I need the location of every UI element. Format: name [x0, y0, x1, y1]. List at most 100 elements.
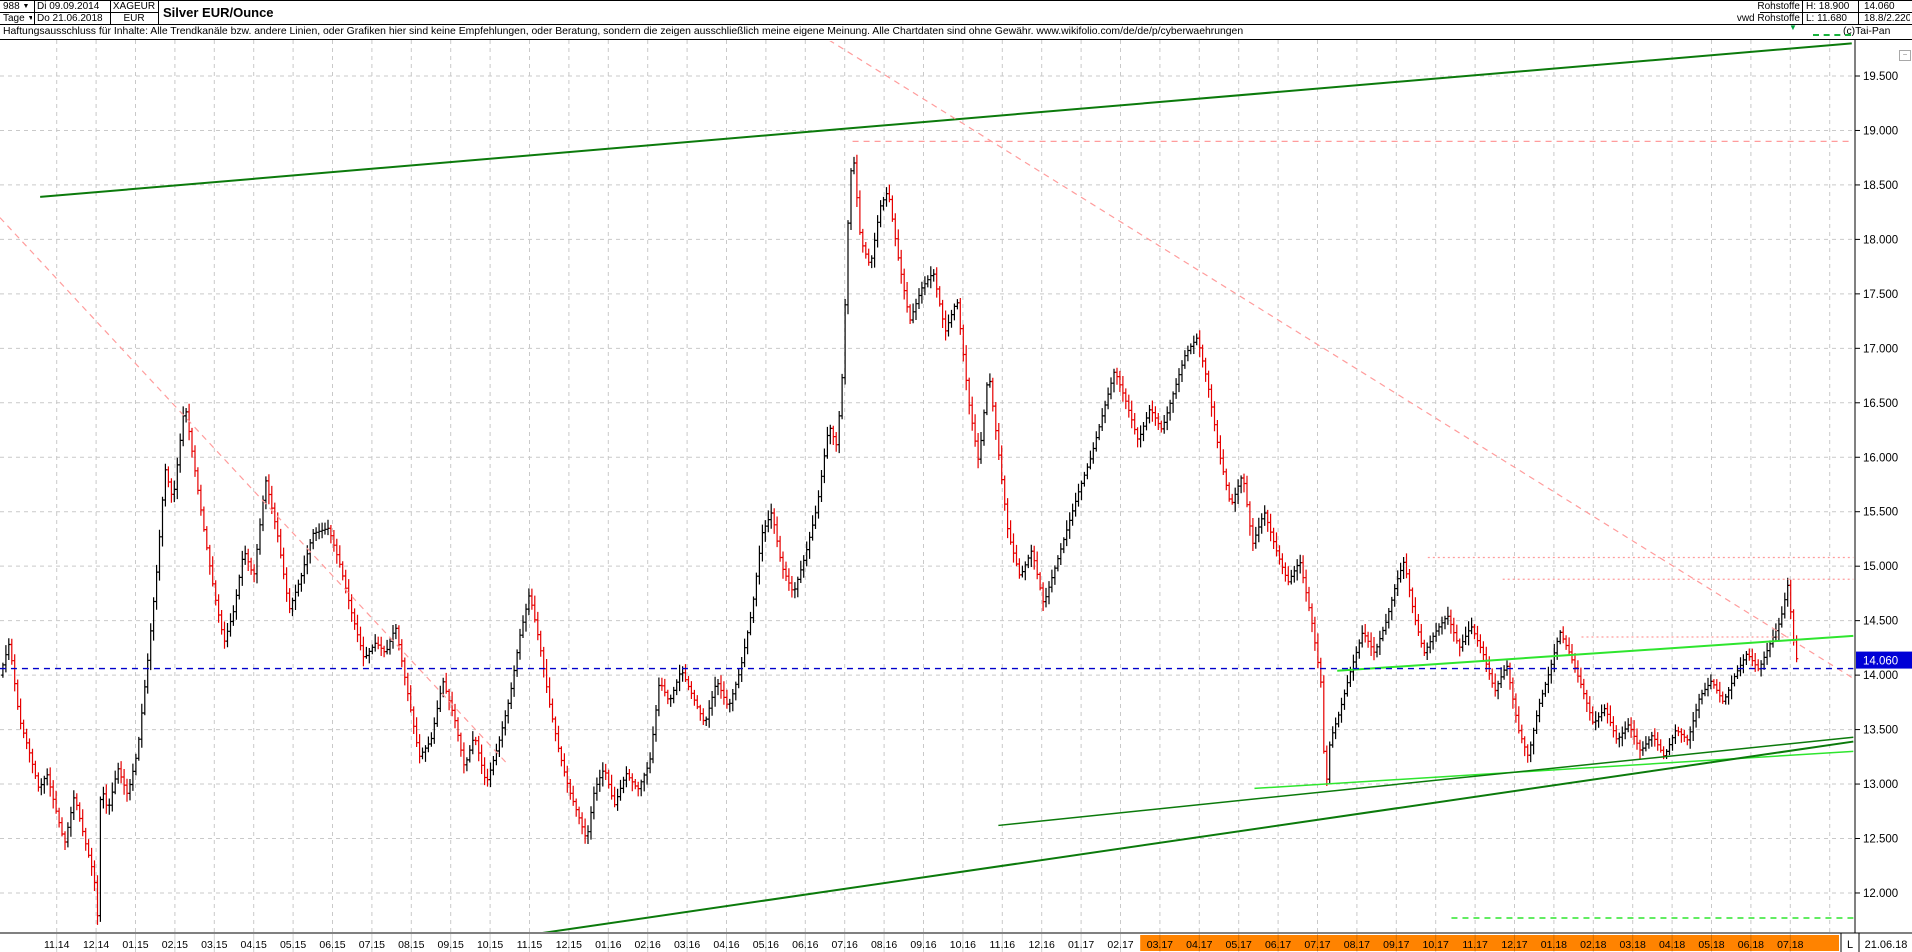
x-axis-highlight [1140, 935, 1839, 951]
x-axis-label: 03.16 [674, 939, 700, 951]
x-axis-label: 11.17 [1462, 939, 1488, 951]
ohlc-bars [1, 154, 1799, 925]
x-axis-label: 01.16 [595, 939, 621, 951]
y-axis-label: 12.000 [1863, 888, 1898, 900]
y-axis-label: 18.000 [1863, 234, 1898, 246]
y-axis: 19.500 19.000 18.500 18.000 17.500 17.000 16.5… [1855, 71, 1898, 900]
y-axis-label: 15.000 [1863, 561, 1898, 573]
x-axis-label: 09.17 [1383, 939, 1409, 951]
divider [158, 0, 159, 25]
extra-info: 18.8/2.220 [1864, 13, 1910, 24]
y-axis-label: 16.000 [1863, 452, 1898, 464]
trendlines [0, 40, 1854, 936]
date-to[interactable]: Do 21.06.2018 [37, 13, 103, 24]
x-axis-label: 05.17 [1226, 939, 1252, 951]
x-axis-label: 04.16 [713, 939, 739, 951]
x-axis-label: 01.17 [1068, 939, 1094, 951]
x-axis-label: 04.15 [241, 939, 267, 951]
instrument-group: Rohstoffe [1757, 1, 1800, 12]
period-dropdown[interactable]: Tage ▼ [3, 13, 32, 25]
y-axis-label: 13.500 [1863, 725, 1898, 737]
x-axis-label: 11.16 [990, 939, 1016, 951]
x-axis-label: 08.16 [871, 939, 897, 951]
x-axis-label: 02.15 [162, 939, 188, 951]
x-axis-label: 12.16 [1029, 939, 1055, 951]
x-axis-label: 10.15 [477, 939, 503, 951]
date-from[interactable]: Di 09.09.2014 [37, 1, 100, 12]
y-axis-label: 14.500 [1863, 616, 1898, 628]
second-support-darkgreen[interactable] [998, 736, 1854, 827]
x-axis-label: 01.15 [122, 939, 148, 951]
x-axis-label: 07.15 [359, 939, 385, 951]
disclaimer-text: Haftungsausschluss für Inhalte: Alle Tre… [3, 26, 1244, 37]
y-axis-label: 16.500 [1863, 398, 1898, 410]
x-axis-label: 12.15 [556, 939, 582, 951]
x-axis-label: 10.17 [1423, 939, 1449, 951]
x-axis-label: 03.17 [1147, 939, 1173, 951]
divider [0, 0, 1912, 1]
x-axis-label: 11.14 [44, 939, 70, 951]
copyright-label: (c)Tai-Pan [1843, 26, 1891, 37]
x-axis-label: 06.15 [319, 939, 345, 951]
corner-cell-label: L [1847, 939, 1853, 951]
x-axis-label: 09.16 [910, 939, 936, 951]
x-axis-label: 07.18 [1777, 939, 1803, 951]
x-axis-label: 03.15 [201, 939, 227, 951]
current-price-tag: 14.060 [1856, 651, 1912, 669]
x-axis-label: 02.16 [635, 939, 661, 951]
upper-channel-trendline[interactable] [40, 42, 1852, 198]
upper-resistance-lightgreen[interactable] [1337, 634, 1854, 672]
svg-text:14.060: 14.060 [1863, 656, 1898, 668]
chevron-down-icon: ▼ [22, 3, 30, 10]
divider [0, 12, 158, 13]
x-axis-label: 09.15 [438, 939, 464, 951]
symbol-code: XAGEUR [112, 1, 156, 12]
x-axis-label: 10.16 [950, 939, 976, 951]
chevron-down-icon: ▼ [27, 15, 32, 22]
x-axis-label: 05.15 [280, 939, 306, 951]
y-axis-label: 19.000 [1863, 125, 1898, 137]
y-axis-label: 18.500 [1863, 180, 1898, 192]
x-axis-label: 01.18 [1541, 939, 1567, 951]
x-axis-label: 12.17 [1501, 939, 1527, 951]
x-axis-label: 12.14 [83, 939, 109, 951]
x-axis-label: 05.16 [753, 939, 779, 951]
y-axis-label: 17.500 [1863, 289, 1898, 301]
x-axis-label: 06.17 [1265, 939, 1291, 951]
currency-code: EUR [123, 13, 145, 24]
x-axis-label: 07.17 [1304, 939, 1330, 951]
x-axis-label: 06.16 [792, 939, 818, 951]
left-downtrend-channel[interactable] [0, 217, 507, 763]
period-high-label: H: 18.900 [1806, 1, 1850, 12]
y-axis-label: 15.500 [1863, 507, 1898, 519]
gridlines [0, 40, 1855, 933]
y-axis-label: 14.000 [1863, 670, 1898, 682]
collapse-chart-icon[interactable]: − [1899, 50, 1911, 61]
x-axis-label: 03.18 [1620, 939, 1646, 951]
trendline-end-segment [1813, 34, 1851, 36]
period-low-label: L: 11.680 [1806, 13, 1847, 24]
x-axis-label: 08.15 [398, 939, 424, 951]
x-axis-label: 06.18 [1738, 939, 1764, 951]
bars-count-dropdown[interactable]: 988 ▼ [3, 1, 30, 12]
x-axis-label: 02.18 [1580, 939, 1606, 951]
y-axis-label: 19.500 [1863, 71, 1898, 83]
x-axis-label: 04.17 [1186, 939, 1212, 951]
divider [1760, 12, 1912, 13]
scroll-marker-icon[interactable]: ▼ [1789, 23, 1797, 32]
long-support-darkgreen[interactable] [526, 740, 1854, 936]
x-axis-label: 02.17 [1107, 939, 1133, 951]
divider [0, 24, 1912, 25]
chart-header: 988 ▼ Tage ▼ Di 09.09.2014 Do 21.06.2018… [0, 0, 1912, 25]
x-axis-label: 04.18 [1659, 939, 1685, 951]
long-downtrend-resistance[interactable] [829, 40, 1854, 679]
chart-top-border [0, 39, 1912, 40]
instrument-title: Silver EUR/Ounce [163, 5, 274, 20]
lower-support-lightgreen[interactable] [1254, 750, 1854, 790]
x-axis-label: 05.18 [1698, 939, 1724, 951]
y-axis-label: 12.500 [1863, 834, 1898, 846]
last-price-header: 14.060 [1864, 1, 1895, 12]
x-axis-label: 11.15 [517, 939, 543, 951]
